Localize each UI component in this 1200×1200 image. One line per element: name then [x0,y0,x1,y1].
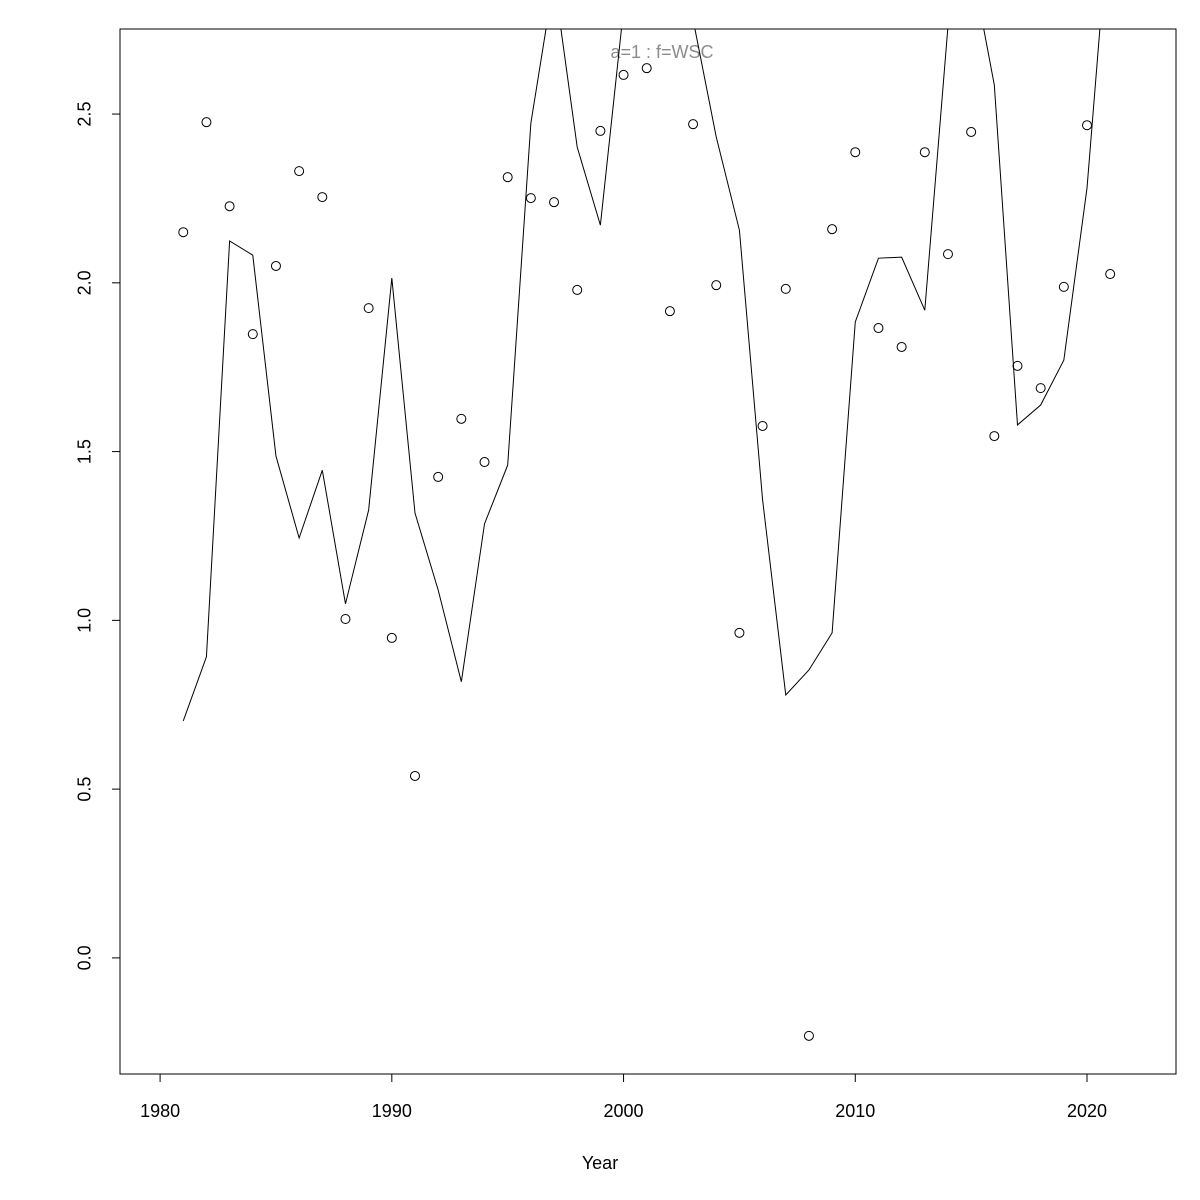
data-point [734,627,745,638]
y-tick-label: 2.0 [75,270,95,295]
data-point [456,413,467,424]
plot-box [119,28,1177,1075]
data-point [966,126,977,137]
y-tick-label: 0.0 [75,945,95,970]
annotation: a=1 : f=WSC [610,42,713,62]
data-point [641,63,652,74]
y-tick-label: 2.5 [75,102,95,127]
data-point [896,341,907,352]
x-tick-label: 2020 [1067,1101,1107,1121]
data-point [572,284,583,295]
data-point [850,147,861,158]
data-point [1105,269,1116,280]
y-tick-label: 0.5 [75,777,95,802]
data-line [182,29,1101,722]
data-point [780,283,791,294]
data-point [317,192,328,203]
data-point [664,306,675,317]
x-tick-label: 2000 [604,1101,644,1121]
data-point [409,770,420,781]
data-point [757,420,768,431]
y-tick-label: 1.5 [75,439,95,464]
data-point [479,457,490,468]
plot-area [178,29,1116,1041]
data-point [1082,120,1093,131]
data-point [224,201,235,212]
data-point [549,197,560,208]
data-point [270,260,281,271]
data-point [1035,383,1046,394]
data-point [201,117,212,128]
data-point [688,119,699,130]
data-point [873,323,884,334]
x-axis-label: Year [582,1153,618,1173]
x-tick-label: 1980 [140,1101,180,1121]
data-point [595,125,606,136]
data-point [919,147,930,158]
data-point [363,303,374,314]
data-point [618,69,629,80]
data-point [1058,281,1069,292]
x-tick-label: 1990 [372,1101,412,1121]
data-point [294,166,305,177]
data-point [433,471,444,482]
data-point [803,1030,814,1041]
data-point [178,227,189,238]
data-point [989,431,1000,442]
data-point [1012,360,1023,371]
x-tick-label: 2010 [835,1101,875,1121]
data-point [502,172,513,183]
data-point [942,249,953,260]
data-point [386,632,397,643]
data-point [340,614,351,625]
data-point [827,224,838,235]
y-tick-label: 1.0 [75,608,95,633]
data-point [525,193,536,204]
data-point [247,329,258,340]
data-point [711,280,722,291]
